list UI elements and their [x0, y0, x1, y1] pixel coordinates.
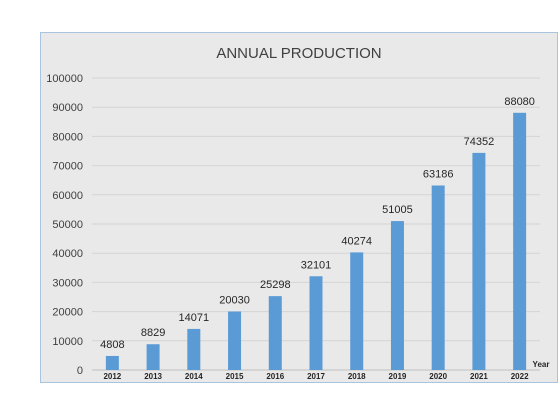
chart-title: ANNUAL PRODUCTION — [216, 45, 381, 62]
x-tick-label: 2019 — [389, 372, 407, 381]
bars: 4808 8829 14071 20030 25298 32101 40274 51005 63… — [100, 96, 535, 370]
data-label: 8829 — [141, 327, 165, 339]
data-label: 20030 — [219, 295, 250, 307]
x-tick-label: 2014 — [185, 372, 203, 381]
y-tick-label: 60000 — [52, 190, 83, 202]
y-tick-label: 40000 — [52, 248, 83, 260]
x-tick-label: 2013 — [144, 372, 162, 381]
y-tick-label: 0 — [77, 365, 83, 377]
bar — [472, 152, 486, 370]
x-tick-label: 2020 — [429, 372, 447, 381]
bar — [146, 344, 160, 370]
bar — [431, 185, 445, 370]
data-label: 14071 — [179, 312, 210, 324]
x-tick-label: 2018 — [348, 372, 366, 381]
data-label: 32101 — [301, 259, 332, 271]
x-tick-label: 2022 — [511, 372, 529, 381]
y-axis: 0 10000 20000 30000 40000 50000 60000 70000 8000… — [46, 73, 83, 377]
x-axis: 2012 2013 2014 2015 2016 2017 2018 2019 2020 2021… — [103, 372, 529, 381]
bar — [228, 311, 242, 370]
bar — [105, 355, 119, 370]
x-axis-label: Year — [533, 360, 550, 369]
x-tick-label: 2012 — [103, 372, 121, 381]
y-tick-label: 30000 — [52, 277, 83, 289]
data-label: 88080 — [504, 96, 535, 108]
x-tick-label: 2021 — [470, 372, 488, 381]
gridlines — [92, 77, 540, 371]
data-label: 4808 — [100, 339, 124, 351]
y-tick-label: 90000 — [52, 102, 83, 114]
y-tick-label: 100000 — [46, 73, 83, 85]
bar — [390, 221, 404, 370]
data-label: 40274 — [341, 235, 372, 247]
data-label: 74352 — [464, 136, 495, 148]
y-tick-label: 70000 — [52, 161, 83, 173]
bar — [309, 276, 323, 370]
x-tick-label: 2016 — [266, 372, 284, 381]
bar — [350, 252, 364, 370]
x-tick-label: 2015 — [226, 372, 244, 381]
y-tick-label: 20000 — [52, 307, 83, 319]
y-tick-label: 10000 — [52, 336, 83, 348]
data-label: 51005 — [382, 204, 413, 216]
data-label: 25298 — [260, 279, 291, 291]
y-tick-label: 50000 — [52, 219, 83, 231]
x-tick-label: 2017 — [307, 372, 325, 381]
y-tick-label: 80000 — [52, 131, 83, 143]
bar — [513, 112, 527, 370]
bar — [187, 328, 201, 370]
bar — [268, 296, 282, 370]
chart-frame — [40, 32, 558, 383]
data-label: 63186 — [423, 168, 454, 180]
